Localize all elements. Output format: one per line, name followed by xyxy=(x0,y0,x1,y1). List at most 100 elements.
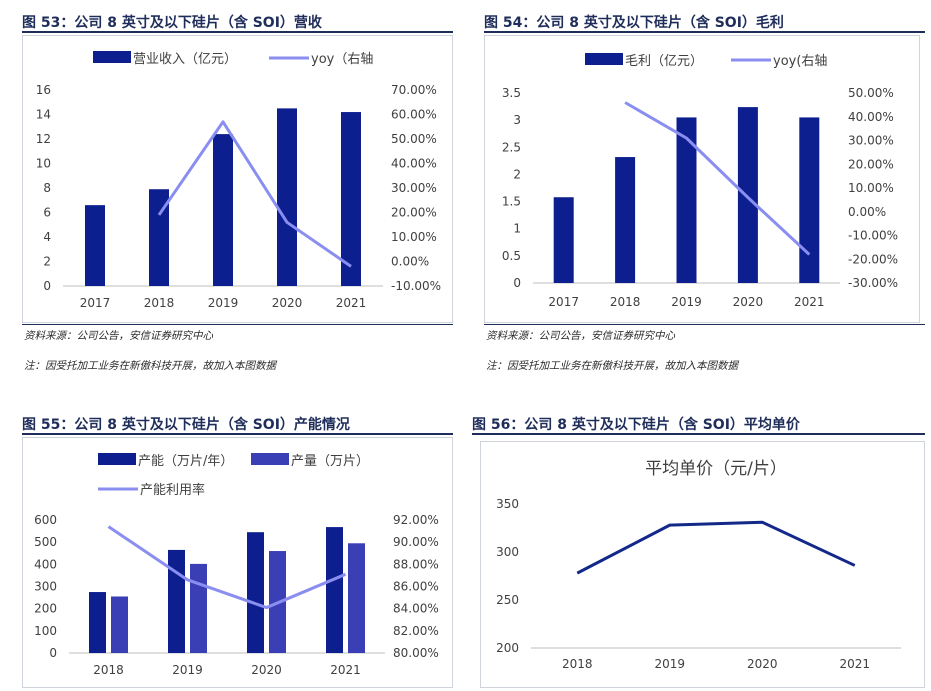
y-tick-label: 0 xyxy=(513,276,521,290)
y2-tick-label: 20.00% xyxy=(391,206,437,220)
x-tick-label: 2021 xyxy=(839,657,870,671)
x-tick-label: 2020 xyxy=(272,296,303,310)
x-tick-label: 2018 xyxy=(610,295,641,309)
bar xyxy=(89,592,106,653)
y2-tick-label: 40.00% xyxy=(391,157,437,171)
bar xyxy=(168,549,185,653)
bar xyxy=(799,117,820,283)
bar xyxy=(737,107,758,283)
legend-label: yoy（右轴 xyxy=(311,52,373,67)
chart-56: 平均单价（元/片） 200 250 300 350 2018 2019 2020 2021 xyxy=(496,459,901,671)
legend-label: yoy(右轴 xyxy=(773,54,827,69)
legend-swatch xyxy=(98,453,136,465)
y-tick-label: 600 xyxy=(34,513,57,527)
chart-box-53: 0 2 4 6 8 10 12 14 16 -10.00% 0.00% 10.00% 20.00% 30.… xyxy=(22,35,453,323)
title-rule xyxy=(22,433,453,435)
legend-label: 毛利（亿元） xyxy=(625,54,703,69)
y-tick-label: 500 xyxy=(34,535,57,549)
series-line xyxy=(157,120,352,268)
x-tick-label: 2020 xyxy=(733,295,764,309)
chart-53: 0 2 4 6 8 10 12 14 16 -10.00% 0.00% 10.00% 20.00% 30.… xyxy=(36,51,441,310)
y2-tick-label: -10.00% xyxy=(391,279,441,293)
y2-tick-label: 10.00% xyxy=(848,181,894,195)
bar xyxy=(676,117,697,283)
y-tick-label: 3 xyxy=(513,113,521,127)
y-tick-label: 14 xyxy=(36,108,51,122)
bar xyxy=(348,543,365,653)
y-tick-label: 100 xyxy=(34,624,57,638)
x-tick-label: 2018 xyxy=(93,663,124,677)
panel-title-53: 图 53：公司 8 英寸及以下硅片（含 SOI）营收 xyxy=(22,15,322,31)
bar xyxy=(111,596,128,653)
panel-title-56: 图 56：公司 8 英寸及以下硅片（含 SOI）平均单价 xyxy=(472,417,800,433)
title-rule xyxy=(484,31,925,33)
y-tick-label: 0.5 xyxy=(502,249,521,263)
legend-label: 营业收入（亿元） xyxy=(133,52,237,67)
bar xyxy=(85,205,105,286)
chart-title: 平均单价（元/片） xyxy=(645,459,787,479)
series-line xyxy=(624,101,811,256)
x-tick-label: 2021 xyxy=(336,296,367,310)
y-tick-label: 4 xyxy=(43,230,51,244)
y2-tick-label: 50.00% xyxy=(391,132,437,146)
footnote: 注：因受托加工业务在新傲科技开展，故加入本图数据 xyxy=(486,360,738,372)
source-note: 资料来源：公司公告，安信证券研究中心 xyxy=(24,330,213,342)
x-tick-label: 2020 xyxy=(251,663,282,677)
bar xyxy=(553,197,574,283)
panel-title-55: 图 55：公司 8 英寸及以下硅片（含 SOI）产能情况 xyxy=(22,417,350,433)
bar xyxy=(277,108,297,286)
y2-tick-label: 86.00% xyxy=(393,580,439,594)
y-tick-label: 200 xyxy=(496,641,519,655)
x-tick-label: 2018 xyxy=(562,657,593,671)
x-tick-label: 2021 xyxy=(330,663,361,677)
chart-55: 0 100 200 300 400 500 600 80.00% 82.00% 84.00% 86.… xyxy=(34,453,439,677)
y2-tick-label: 40.00% xyxy=(848,110,894,124)
x-tick-label: 2019 xyxy=(654,657,685,671)
y2-tick-label: 60.00% xyxy=(391,108,437,122)
source-rule xyxy=(484,324,925,325)
y-tick-label: 10 xyxy=(36,157,51,171)
y-tick-label: 3.5 xyxy=(502,86,521,100)
x-tick-label: 2019 xyxy=(172,663,203,677)
legend-label: 产能（万片/年） xyxy=(138,454,233,469)
bar xyxy=(326,527,343,653)
y2-tick-label: 80.00% xyxy=(393,646,439,660)
y2-tick-label: 30.00% xyxy=(848,134,894,148)
series-line xyxy=(576,520,856,575)
y-tick-label: 200 xyxy=(34,602,57,616)
y2-tick-label: 0.00% xyxy=(848,205,886,219)
y2-tick-label: 0.00% xyxy=(391,255,429,269)
y2-tick-label: 88.00% xyxy=(393,557,439,571)
y-tick-label: 400 xyxy=(34,557,57,571)
y2-tick-label: 20.00% xyxy=(848,157,894,171)
legend-label: 产能利用率 xyxy=(140,482,205,498)
chart-box-55: 0 100 200 300 400 500 600 80.00% 82.00% 84.00% 86.… xyxy=(22,437,453,688)
legend-swatch xyxy=(585,53,623,65)
y-tick-label: 300 xyxy=(496,545,519,559)
bar xyxy=(615,157,636,283)
title-rule xyxy=(22,31,453,33)
x-tick-label: 2017 xyxy=(80,296,111,310)
y2-tick-label: 70.00% xyxy=(391,83,437,97)
legend-label: 产量（万片） xyxy=(291,454,369,469)
x-tick-label: 2017 xyxy=(548,295,579,309)
legend-swatch xyxy=(93,51,131,63)
bar xyxy=(213,134,233,286)
y-tick-label: 6 xyxy=(43,206,51,220)
y2-tick-label: 90.00% xyxy=(393,535,439,549)
legend-swatch xyxy=(251,453,289,465)
footnote: 注：因受托加工业务在新傲科技开展，故加入本图数据 xyxy=(24,360,276,372)
bar xyxy=(190,563,207,653)
y-tick-label: 1.5 xyxy=(502,195,521,209)
y-tick-label: 16 xyxy=(36,83,51,97)
y2-tick-label: 84.00% xyxy=(393,602,439,616)
y2-tick-label: 10.00% xyxy=(391,230,437,244)
series-line xyxy=(107,525,347,610)
x-tick-label: 2018 xyxy=(144,296,175,310)
title-rule xyxy=(472,433,925,435)
panel-title-54: 图 54：公司 8 英寸及以下硅片（含 SOI）毛利 xyxy=(484,15,784,31)
y2-tick-label: -10.00% xyxy=(848,229,898,243)
y2-tick-label: -20.00% xyxy=(848,252,898,266)
chart-54: 0 0.5 1 1.5 2 2.5 3 3.5 -30.00% -20.00% -10.00% 0.0… xyxy=(502,53,898,309)
y2-tick-label: 50.00% xyxy=(848,86,894,100)
